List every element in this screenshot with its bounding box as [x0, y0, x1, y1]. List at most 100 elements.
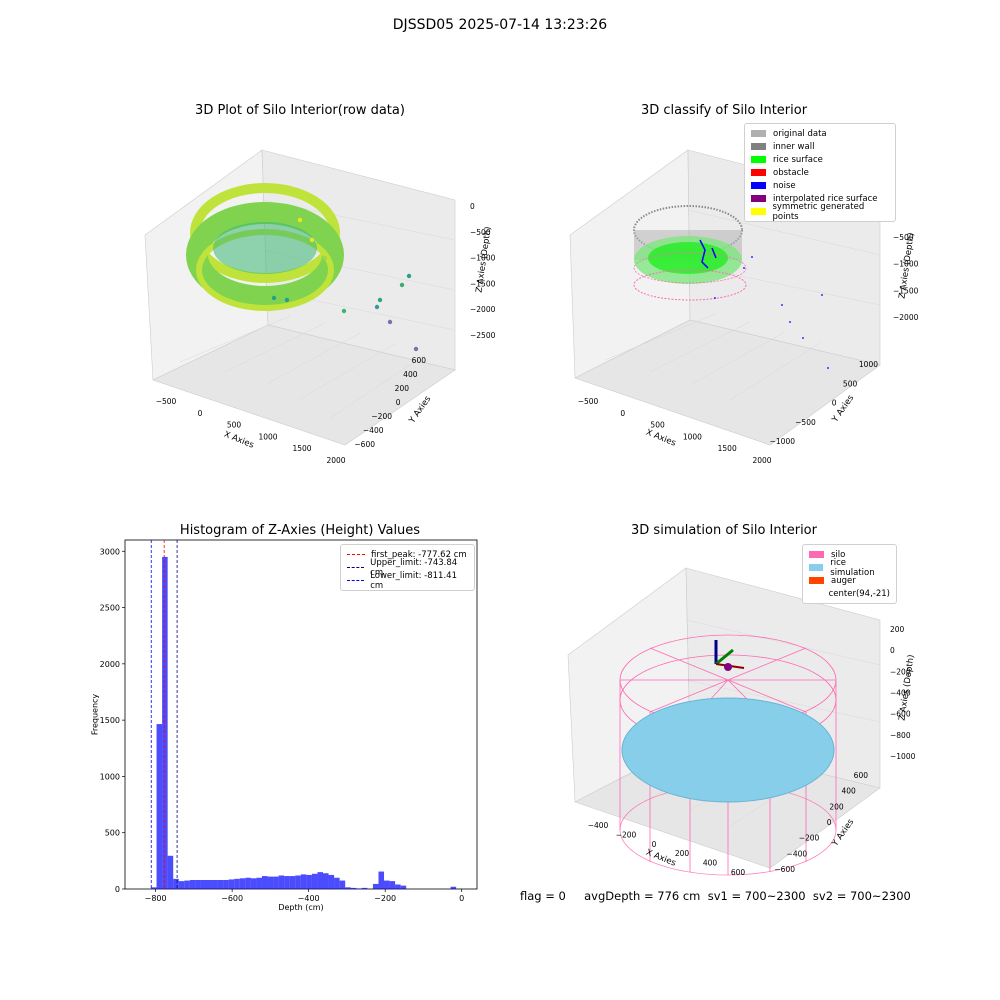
noise-point — [743, 267, 745, 269]
histogram-bar — [317, 872, 323, 889]
histogram-bar — [395, 884, 401, 889]
legend-label: auger — [831, 575, 856, 586]
legend-swatch — [347, 567, 365, 568]
raw-z-tick-label: −500 — [470, 228, 491, 237]
legend-entry: interpolated rice surface — [751, 192, 889, 205]
simulation-z-tick-label: −600 — [890, 710, 911, 719]
noise-point — [714, 297, 716, 299]
histogram-y-tick-label: 500 — [105, 829, 120, 838]
histogram-axes: −800 −600 −400 −200 0 0 500 1000 1500 2000 2500 300… — [100, 539, 478, 903]
simulation-y-tick-label: −200 — [799, 834, 820, 843]
classify-x-tick-label: 1500 — [718, 444, 737, 453]
raw-point — [399, 282, 405, 288]
classify-x-tick-label: 500 — [650, 421, 665, 430]
noise-point — [751, 256, 753, 258]
histogram-title: Histogram of Z-Axies (Height) Values — [179, 523, 421, 538]
simulation-x-tick-label: −200 — [616, 830, 637, 839]
legend-label: symmetric generated points — [772, 201, 865, 222]
raw-x-tick-label: 500 — [227, 421, 242, 430]
histogram-x-tick-label: −600 — [221, 894, 243, 903]
raw-y-tick-label: 200 — [395, 384, 410, 393]
histogram-bar — [234, 878, 240, 889]
histogram-bar — [450, 886, 457, 889]
simulation-x-tick-label: 200 — [675, 849, 690, 858]
histogram-bar — [273, 876, 279, 889]
auger-marker — [714, 640, 745, 671]
legend-entry: obstacle — [751, 166, 889, 179]
classify-x-axis-label: X Axies — [644, 428, 677, 449]
simulation-legend: silo rice simulation auger center(94,-21) — [802, 544, 897, 604]
histogram-bar — [323, 873, 329, 889]
legend-swatch — [347, 554, 365, 555]
raw-y-tick-label: 600 — [412, 356, 427, 365]
legend-swatch — [751, 208, 766, 215]
histogram-bar — [167, 855, 174, 889]
simulation-z-tick-label: −400 — [890, 689, 911, 698]
simulation-x-tick-label: 0 — [652, 840, 657, 849]
histogram-bar — [217, 879, 224, 889]
histogram-bar — [228, 879, 235, 889]
raw-point — [322, 255, 328, 261]
legend-label: inner wall — [773, 141, 815, 152]
legend-label: rice surface — [773, 154, 823, 165]
histogram-bar — [223, 879, 229, 889]
simulation-z-tick-label: −800 — [890, 731, 911, 740]
raw-point — [271, 295, 277, 301]
raw-z-tick-label: −1000 — [470, 254, 496, 263]
noise-points — [714, 256, 829, 369]
classify-y-tick-label: 0 — [832, 399, 837, 408]
raw-z-tick-label: −2500 — [470, 331, 496, 340]
raw-z-tick-label: 0 — [470, 202, 475, 211]
panel-title-classify: 3D classify of Silo Interior — [640, 103, 808, 118]
classify-y-tick-label: −500 — [795, 418, 816, 427]
noise-point — [802, 337, 804, 339]
legend-label: silo — [831, 549, 846, 560]
raw-x-tick-label: 0 — [198, 409, 203, 418]
legend-swatch — [809, 577, 824, 584]
legend-swatch — [751, 130, 766, 137]
legend-label: Upper_limit: -743.84 cm — [370, 557, 458, 578]
histogram-bar — [212, 879, 218, 889]
panel-title-raw: 3D Plot of Silo Interior(row data) — [195, 103, 405, 118]
histogram-bar — [378, 871, 385, 889]
legend-entry: first_peak: -777.62 cm — [347, 548, 468, 561]
simulation-y-tick-label: 200 — [829, 802, 844, 811]
histogram-bar — [356, 888, 362, 889]
legend-label: interpolated rice surface — [773, 193, 878, 204]
histogram-y-tick-label: 3000 — [100, 547, 120, 556]
raw-y-tick-label: −200 — [371, 412, 392, 421]
legend-label: first_peak: -777.62 cm — [371, 549, 467, 560]
histogram-bar — [334, 877, 340, 889]
raw-point — [387, 319, 393, 325]
raw-x-axis-label: X Axies — [222, 430, 255, 451]
simulation-z-tick-label: −1000 — [890, 752, 916, 761]
legend-label: rice simulation — [830, 557, 875, 578]
simulation-x-tick-label: −400 — [588, 821, 609, 830]
legend-entry: Upper_limit: -743.84 cm — [347, 558, 468, 578]
histogram-x-tick-label: −200 — [374, 894, 396, 903]
legend-entry: original data — [751, 127, 889, 140]
legend-entry: silo — [809, 548, 890, 561]
legend-swatch — [347, 580, 365, 581]
histogram-x-tick-label: −800 — [145, 894, 167, 903]
raw-x-tick-label: −500 — [156, 397, 177, 406]
legend-entry: rice surface — [751, 153, 889, 166]
classified-point-cloud — [633, 205, 747, 301]
classify-z-tick-label: −500 — [893, 233, 914, 242]
raw-z-tick-label: −2000 — [470, 305, 496, 314]
histogram-y-axis-label: Frequency — [90, 693, 100, 736]
legend-swatch — [809, 551, 824, 558]
raw-x-tick-label: 1000 — [258, 432, 277, 441]
histogram-bar — [311, 873, 318, 889]
classify-y-tick-label: −1000 — [770, 437, 796, 446]
histogram-bar — [345, 887, 351, 889]
raw-x-tick-label: 2000 — [326, 456, 345, 465]
raw-outlier-points — [271, 217, 419, 352]
simulation-y-tick-label: 600 — [854, 771, 869, 780]
classify-z-tick-label: −1000 — [893, 260, 919, 269]
simulation-y-tick-label: −400 — [787, 849, 808, 858]
legend-entry: center(94,-21) — [809, 587, 890, 600]
legend-swatch — [809, 564, 824, 571]
figure-title: DJSSD05 2025-07-14 13:23:26 — [392, 17, 608, 33]
status-footer: flag = 0 avgDepth = 776 cm sv1 = 700~230… — [520, 889, 911, 903]
